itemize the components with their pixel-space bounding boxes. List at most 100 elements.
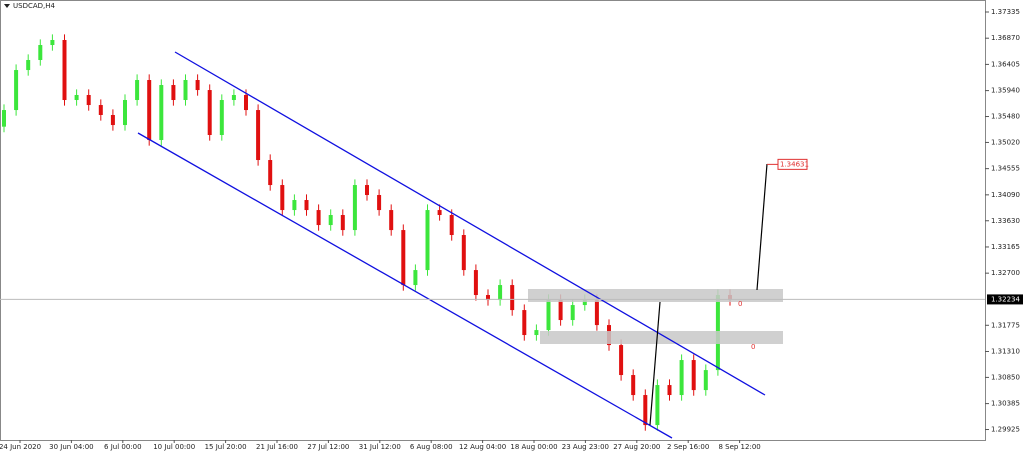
current-price-label: 1.32234 [991,295,1020,303]
candle-body [219,100,224,136]
x-tick-label: 6 Jul 00:00 [104,443,142,451]
candle-body [522,310,527,336]
candle-body [207,90,212,136]
x-tick-label: 21 Jul 16:00 [256,443,298,451]
candle-body [570,305,575,321]
candle-body [38,45,43,61]
y-tick-label: 1.32700 [991,269,1020,277]
candle-body [123,100,127,126]
candle-body [159,85,164,141]
y-tick-label: 1.34555 [991,165,1020,173]
candle-body [183,80,188,101]
candle-body [328,215,333,226]
candle-body [679,360,684,396]
candle-body [413,270,418,286]
x-tick-label: 18 Aug 00:00 [510,443,557,451]
x-tick-label: 8 Sep 12:00 [718,443,760,451]
candle-body [26,60,31,71]
x-tick-label: 23 Aug 23:00 [562,443,609,451]
current-price-box [987,294,1023,305]
zone-label: 0 [751,343,755,351]
candle-body [244,94,248,111]
y-tick-label: 1.35940 [991,87,1020,95]
candle-body [498,285,503,301]
y-tick-label: 1.33165 [991,243,1020,251]
candle-body [619,345,624,376]
y-tick-label: 1.37335 [991,8,1020,16]
y-tick-label: 1.31775 [991,321,1020,329]
x-tick-label: 6 Aug 08:00 [410,443,453,451]
candle-body [74,94,79,101]
supply-zone [528,289,783,302]
candle-body [2,110,6,127]
candle-body [643,395,648,426]
candle-body [425,210,430,271]
candle-body [655,385,660,426]
x-tick-label: 10 Jul 00:00 [153,443,195,451]
candle-body [171,85,176,101]
y-tick-label: 1.30850 [991,373,1020,381]
candle-body [365,185,369,196]
plot-area [0,0,986,441]
x-tick-label: 2 Sep 16:00 [667,443,709,451]
candle-body [135,80,140,101]
y-tick-label: 1.35480 [991,113,1020,121]
y-tick-label: 1.30385 [991,400,1020,408]
candle-body [304,200,309,211]
x-tick-label: 27 Jul 12:00 [307,443,349,451]
candle-body [594,300,599,326]
y-tick-label: 1.36870 [991,34,1020,42]
x-tick-label: 24 Jun 2020 [0,443,41,451]
candle-body [86,94,91,106]
candle-body [280,185,285,211]
candle-body [534,330,539,336]
candle-body [14,70,19,111]
candle-body [461,235,466,271]
y-tick-label: 1.33630 [991,217,1020,225]
candle-body [98,105,103,116]
candle-body [377,195,382,211]
projection-line [649,301,661,426]
demand-zone [540,331,783,344]
candle-body [486,295,490,301]
y-tick-label: 1.29925 [991,426,1020,434]
candle-body [389,210,394,231]
x-tick-label: 12 Aug 04:00 [459,443,506,451]
x-tick-label: 27 Aug 20:00 [613,443,660,451]
chart-title: USDCAD,H4 [13,2,56,10]
y-tick-label: 1.35020 [991,138,1020,146]
x-tick-label: 31 Jul 12:00 [359,443,401,451]
candle-body [316,210,321,226]
candle-body [352,185,357,231]
menu-triangle[interactable] [4,4,10,8]
candle-body [268,160,273,186]
candle-body [691,360,696,391]
candle-body [256,110,261,161]
x-tick-label: 15 Jul 20:00 [205,443,247,451]
x-tick-label: 30 Jun 04:00 [49,443,93,451]
y-tick-label: 1.31310 [991,347,1020,355]
candle-body [292,200,297,211]
candle-body [510,285,515,311]
candle-body [147,80,152,141]
candle-body [703,370,708,391]
candle-body [195,80,200,91]
candle-body [667,385,672,396]
candle-body [582,300,587,306]
channel-lower [137,132,673,439]
candle-body [110,115,115,126]
candle-body [401,230,406,286]
y-tick-label: 1.36405 [991,60,1020,68]
candle-body [449,215,454,236]
target-label: 1.34631 [780,160,809,168]
candle-body [50,40,55,46]
candle-body [631,375,636,396]
target-box [777,158,808,170]
candle-body [62,40,67,101]
marks [2,34,732,431]
candle-body [558,300,563,321]
candle-body [437,210,442,216]
candle-body [473,270,478,296]
candle-body [340,215,345,231]
